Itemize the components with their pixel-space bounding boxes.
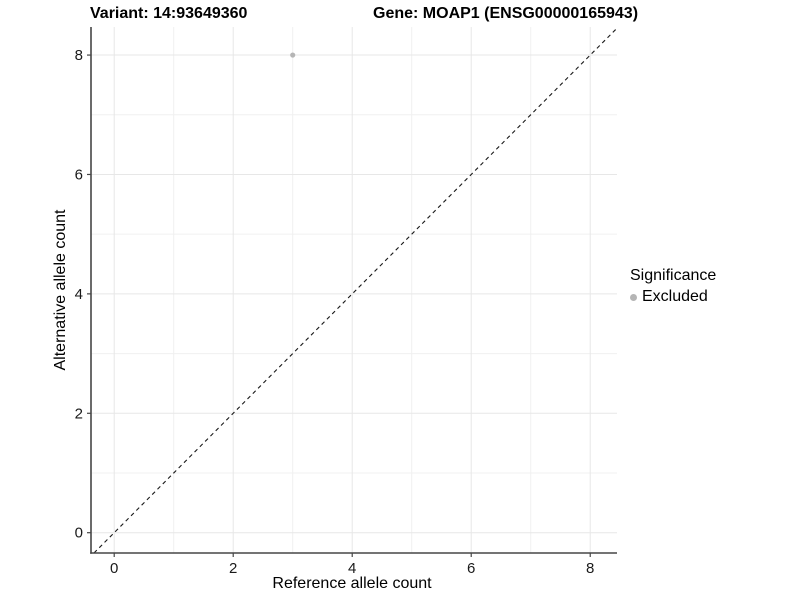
identity-reference-line — [93, 27, 618, 554]
y-tick-label: 0 — [75, 525, 83, 542]
y-tick-label: 6 — [75, 166, 83, 183]
gene-title: Gene: MOAP1 (ENSG00000165943) — [373, 5, 639, 22]
excluded-point-icon — [630, 293, 637, 301]
y-tick-label: 8 — [75, 47, 83, 64]
x-tick-label: 4 — [348, 560, 356, 577]
x-tick-label: 0 — [110, 560, 118, 577]
x-tick-label: 2 — [229, 560, 237, 577]
x-tick-label: 6 — [467, 560, 475, 577]
y-axis-label: Alternative allele count — [52, 209, 69, 371]
variant-title: Variant: 14:93649360 — [90, 5, 248, 22]
legend-title: Significance — [630, 267, 717, 284]
legend-entry-excluded: Excluded — [630, 288, 716, 306]
y-tick-label: 4 — [75, 286, 83, 303]
legend: Significance Excluded — [630, 267, 716, 306]
legend-entry-label: Excluded — [642, 288, 708, 305]
x-tick-label: 8 — [586, 560, 594, 577]
data-point — [290, 52, 296, 58]
x-axis-label: Reference allele count — [272, 575, 432, 592]
y-tick-label: 2 — [75, 405, 83, 422]
